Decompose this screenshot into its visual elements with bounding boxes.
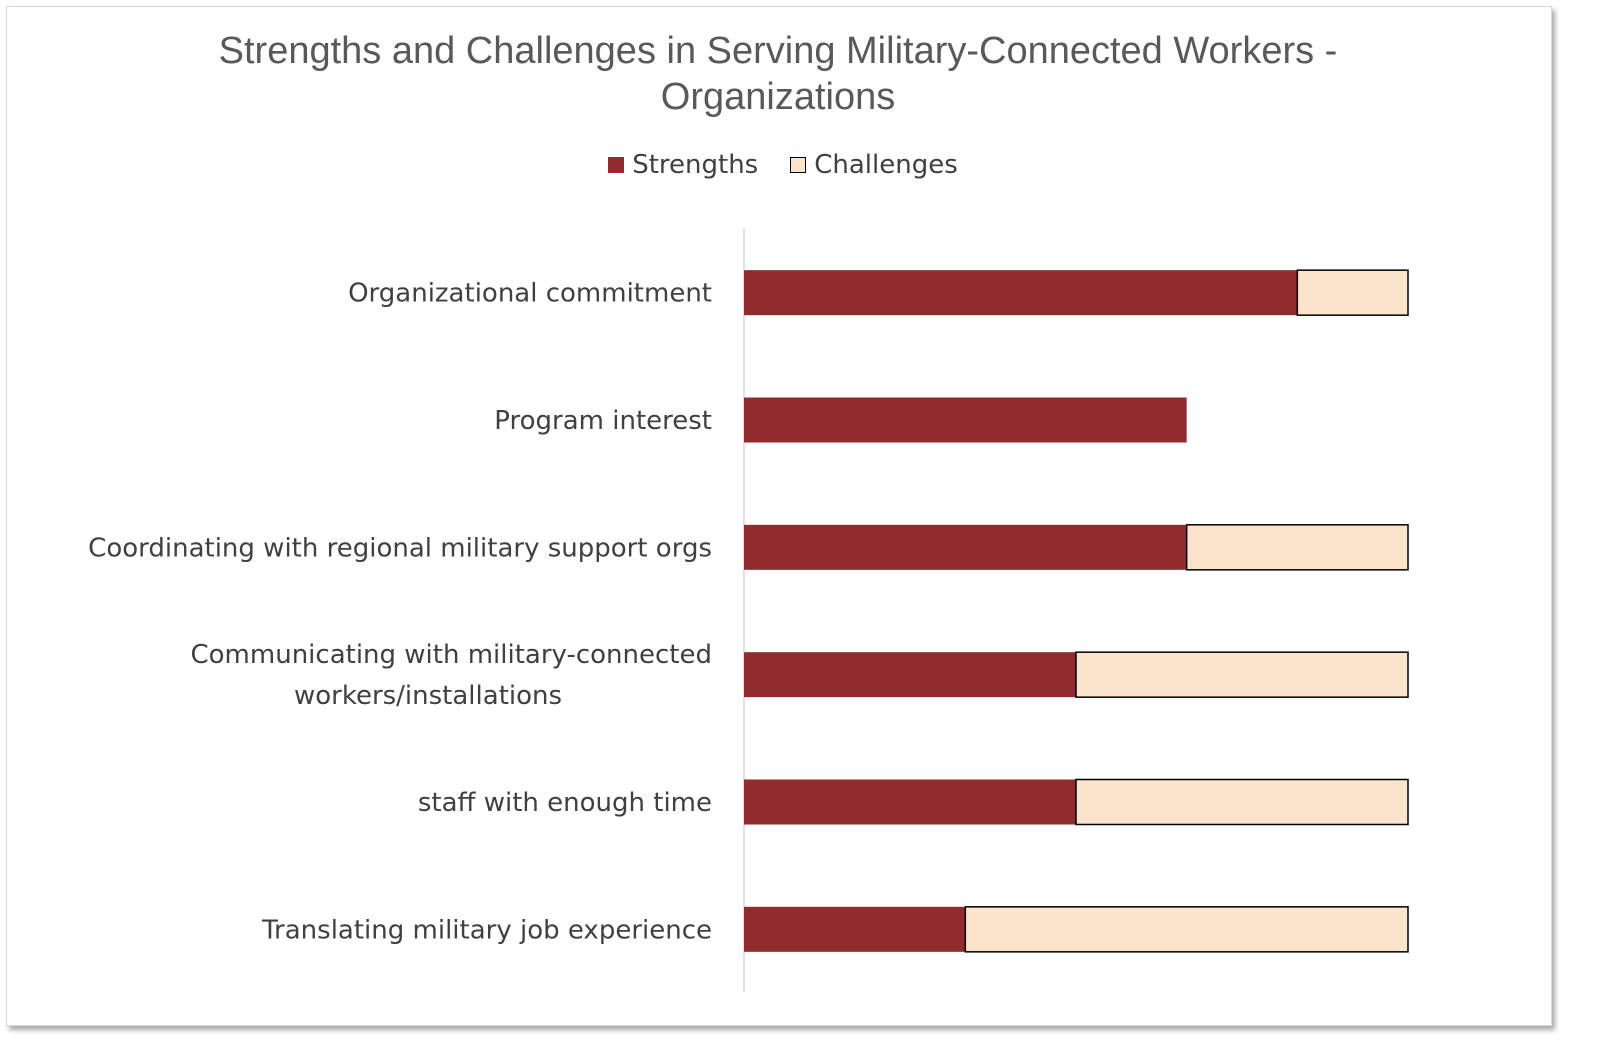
legend-swatch-strengths: [608, 157, 625, 173]
legend-item-challenges: Challenges: [790, 150, 958, 180]
category-label: Communicating with military-connected: [191, 640, 713, 670]
bar-challenges-0: [1296, 269, 1409, 316]
legend-label-challenges: Challenges: [814, 150, 958, 180]
bar-strengths-5: [744, 906, 966, 952]
category-label: Coordinating with regional military supp…: [88, 533, 712, 563]
bar-challenges-4: [1075, 778, 1409, 826]
legend: Strengths Challenges: [0, 150, 1566, 180]
bar-strengths-2: [744, 524, 1187, 570]
bar-strengths-4: [744, 779, 1076, 825]
category-label: staff with enough time: [418, 788, 712, 818]
chart-title-line-2: Organizations: [660, 76, 896, 118]
bar-challenges-5: [964, 906, 1409, 953]
category-label: workers/installations: [294, 681, 562, 711]
bar-challenges-2: [1185, 524, 1409, 571]
bar-strengths-0: [744, 270, 1298, 316]
category-label: Program interest: [494, 406, 712, 436]
category-label: Translating military job experience: [261, 915, 712, 945]
chart-title-line-1: Strengths and Challenges in Serving Mili…: [218, 30, 1338, 72]
chart-frame: [6, 6, 1552, 1026]
bar-strengths-1: [744, 397, 1187, 443]
category-label: Organizational commitment: [348, 279, 712, 309]
bar-challenges-3: [1075, 651, 1409, 698]
legend-label-strengths: Strengths: [632, 150, 759, 180]
bar-strengths-3: [744, 652, 1076, 698]
legend-item-strengths: Strengths: [608, 150, 758, 180]
legend-swatch-challenges: [790, 157, 807, 173]
chart-title: Strengths and Challenges in Serving Mili…: [0, 28, 1556, 120]
